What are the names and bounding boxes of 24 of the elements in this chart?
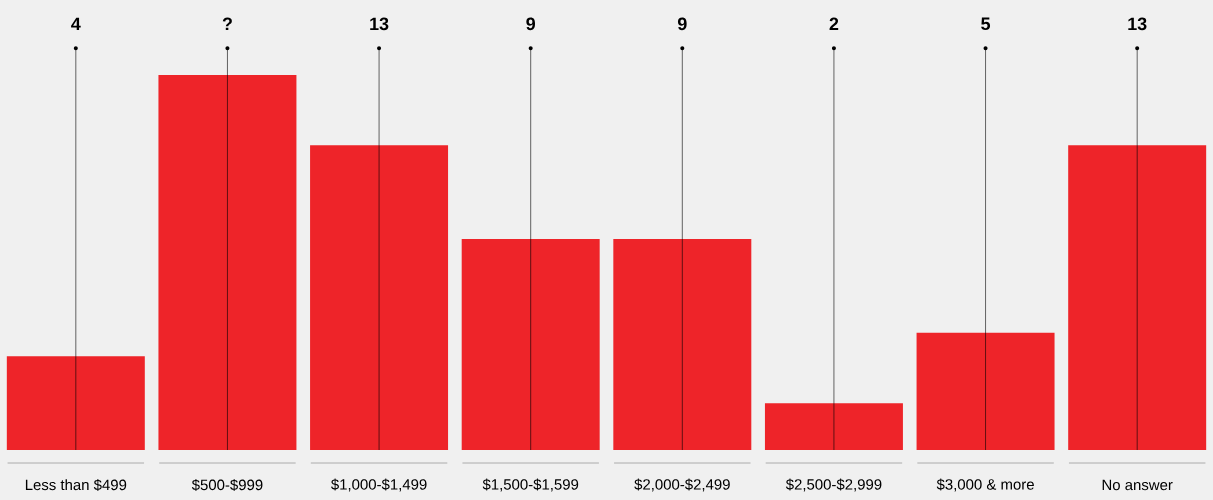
data-label: 9 xyxy=(526,17,536,31)
x-tick-label: $3,000 & more xyxy=(936,478,1034,492)
bar xyxy=(310,145,449,450)
bar xyxy=(1068,145,1207,450)
data-label: 4 xyxy=(71,17,81,31)
x-tick-label: $500-$999 xyxy=(191,478,263,492)
x-tick-label: $1,500-$1,599 xyxy=(482,478,579,492)
bar xyxy=(158,75,297,450)
bar xyxy=(916,332,1055,450)
bar xyxy=(6,356,145,450)
bar xyxy=(461,239,600,450)
x-tick-label: Less than $499 xyxy=(25,478,127,492)
data-label: 5 xyxy=(981,17,991,31)
data-label: 13 xyxy=(370,17,389,31)
x-tick-label: $1,000-$1,499 xyxy=(331,478,427,492)
x-tick-label: $2,000-$2,499 xyxy=(634,478,730,492)
data-label: 2 xyxy=(829,17,839,31)
bar xyxy=(613,239,752,450)
data-label: 9 xyxy=(677,17,687,31)
data-label: 13 xyxy=(1128,17,1147,31)
data-label: ? xyxy=(222,17,232,31)
x-tick-label: $2,500-$2,999 xyxy=(785,478,882,492)
bar xyxy=(764,403,903,450)
x-tick-label: No answer xyxy=(1102,479,1173,491)
